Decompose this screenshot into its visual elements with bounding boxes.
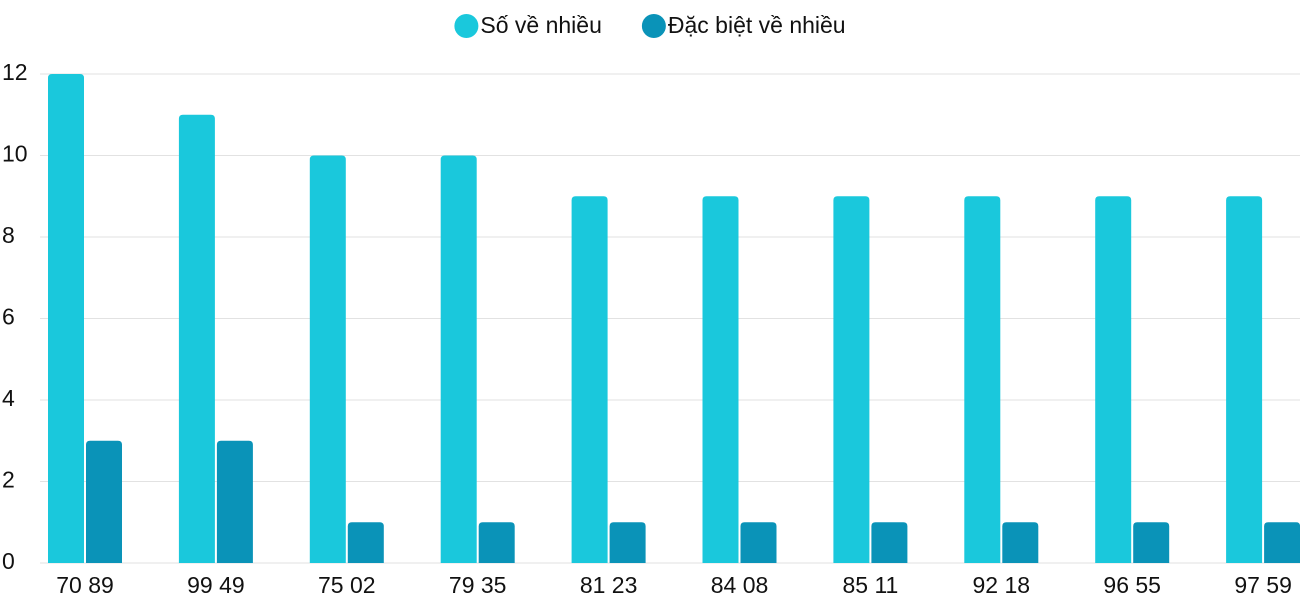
y-tick-label: 8 bbox=[2, 222, 15, 248]
bar bbox=[478, 522, 515, 563]
bar bbox=[178, 114, 215, 563]
bar bbox=[1002, 522, 1039, 563]
x-tick-label: 97 59 bbox=[1234, 572, 1292, 598]
bar bbox=[871, 522, 908, 563]
y-tick-label: 2 bbox=[2, 467, 15, 493]
x-tick-label: 85 11 bbox=[842, 572, 898, 598]
x-tick-label: 70 89 bbox=[56, 572, 114, 598]
bar bbox=[440, 155, 477, 563]
y-tick-label: 6 bbox=[2, 304, 15, 330]
bar bbox=[964, 196, 1001, 563]
bar bbox=[86, 440, 122, 563]
bar bbox=[216, 440, 253, 563]
bar bbox=[740, 522, 777, 563]
x-tick-label: 81 23 bbox=[580, 572, 638, 598]
y-tick-label: 4 bbox=[2, 385, 15, 411]
y-tick-label: 12 bbox=[2, 59, 28, 85]
bar bbox=[571, 196, 608, 563]
bar bbox=[702, 196, 739, 563]
y-tick-label: 10 bbox=[2, 141, 28, 167]
bar bbox=[1095, 196, 1132, 563]
legend-label: Đặc biệt về nhiều bbox=[668, 12, 846, 38]
x-tick-label: 96 55 bbox=[1103, 572, 1161, 598]
bar bbox=[309, 155, 346, 563]
x-tick-label: 99 49 bbox=[187, 572, 245, 598]
x-tick-label: 84 08 bbox=[711, 572, 769, 598]
x-tick-label: 75 02 bbox=[318, 572, 376, 598]
bar bbox=[1264, 522, 1300, 563]
legend-label: Số về nhiều bbox=[480, 12, 601, 38]
x-tick-label: 92 18 bbox=[973, 572, 1031, 598]
legend-marker bbox=[641, 14, 666, 38]
bar bbox=[1133, 522, 1170, 563]
x-tick-label: 79 35 bbox=[449, 572, 507, 598]
bar bbox=[347, 522, 384, 563]
bar bbox=[1226, 196, 1263, 563]
y-tick-label: 0 bbox=[2, 548, 15, 574]
legend-marker bbox=[454, 14, 479, 38]
bar bbox=[48, 74, 84, 563]
bar bbox=[833, 196, 870, 563]
bar bbox=[609, 522, 646, 563]
